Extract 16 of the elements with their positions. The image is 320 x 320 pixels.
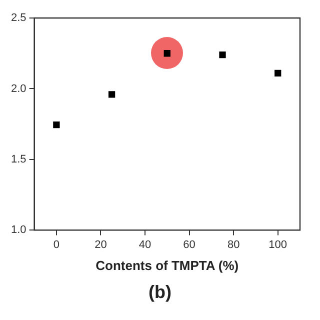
x-axis-title: Contents of TMPTA (%) xyxy=(96,258,239,273)
y-tick-label: 2.5 xyxy=(10,12,26,24)
x-tick-label: 60 xyxy=(183,238,196,251)
point xyxy=(274,70,282,76)
point xyxy=(219,51,226,58)
text: (b) xyxy=(148,282,172,303)
y-tick-label: 1.5 xyxy=(10,154,26,166)
y-tick-label: 1.0 xyxy=(10,224,26,236)
x-tick-label: 0 xyxy=(53,238,60,251)
y-tick-label: 2.0 xyxy=(10,82,26,95)
x-tick-label: 20 xyxy=(94,238,107,251)
x-tick-label: 100 xyxy=(268,238,288,251)
point xyxy=(108,91,116,98)
x-tick-label: 40 xyxy=(138,238,152,251)
point xyxy=(53,121,60,128)
x-tick-label: 80 xyxy=(227,238,240,251)
